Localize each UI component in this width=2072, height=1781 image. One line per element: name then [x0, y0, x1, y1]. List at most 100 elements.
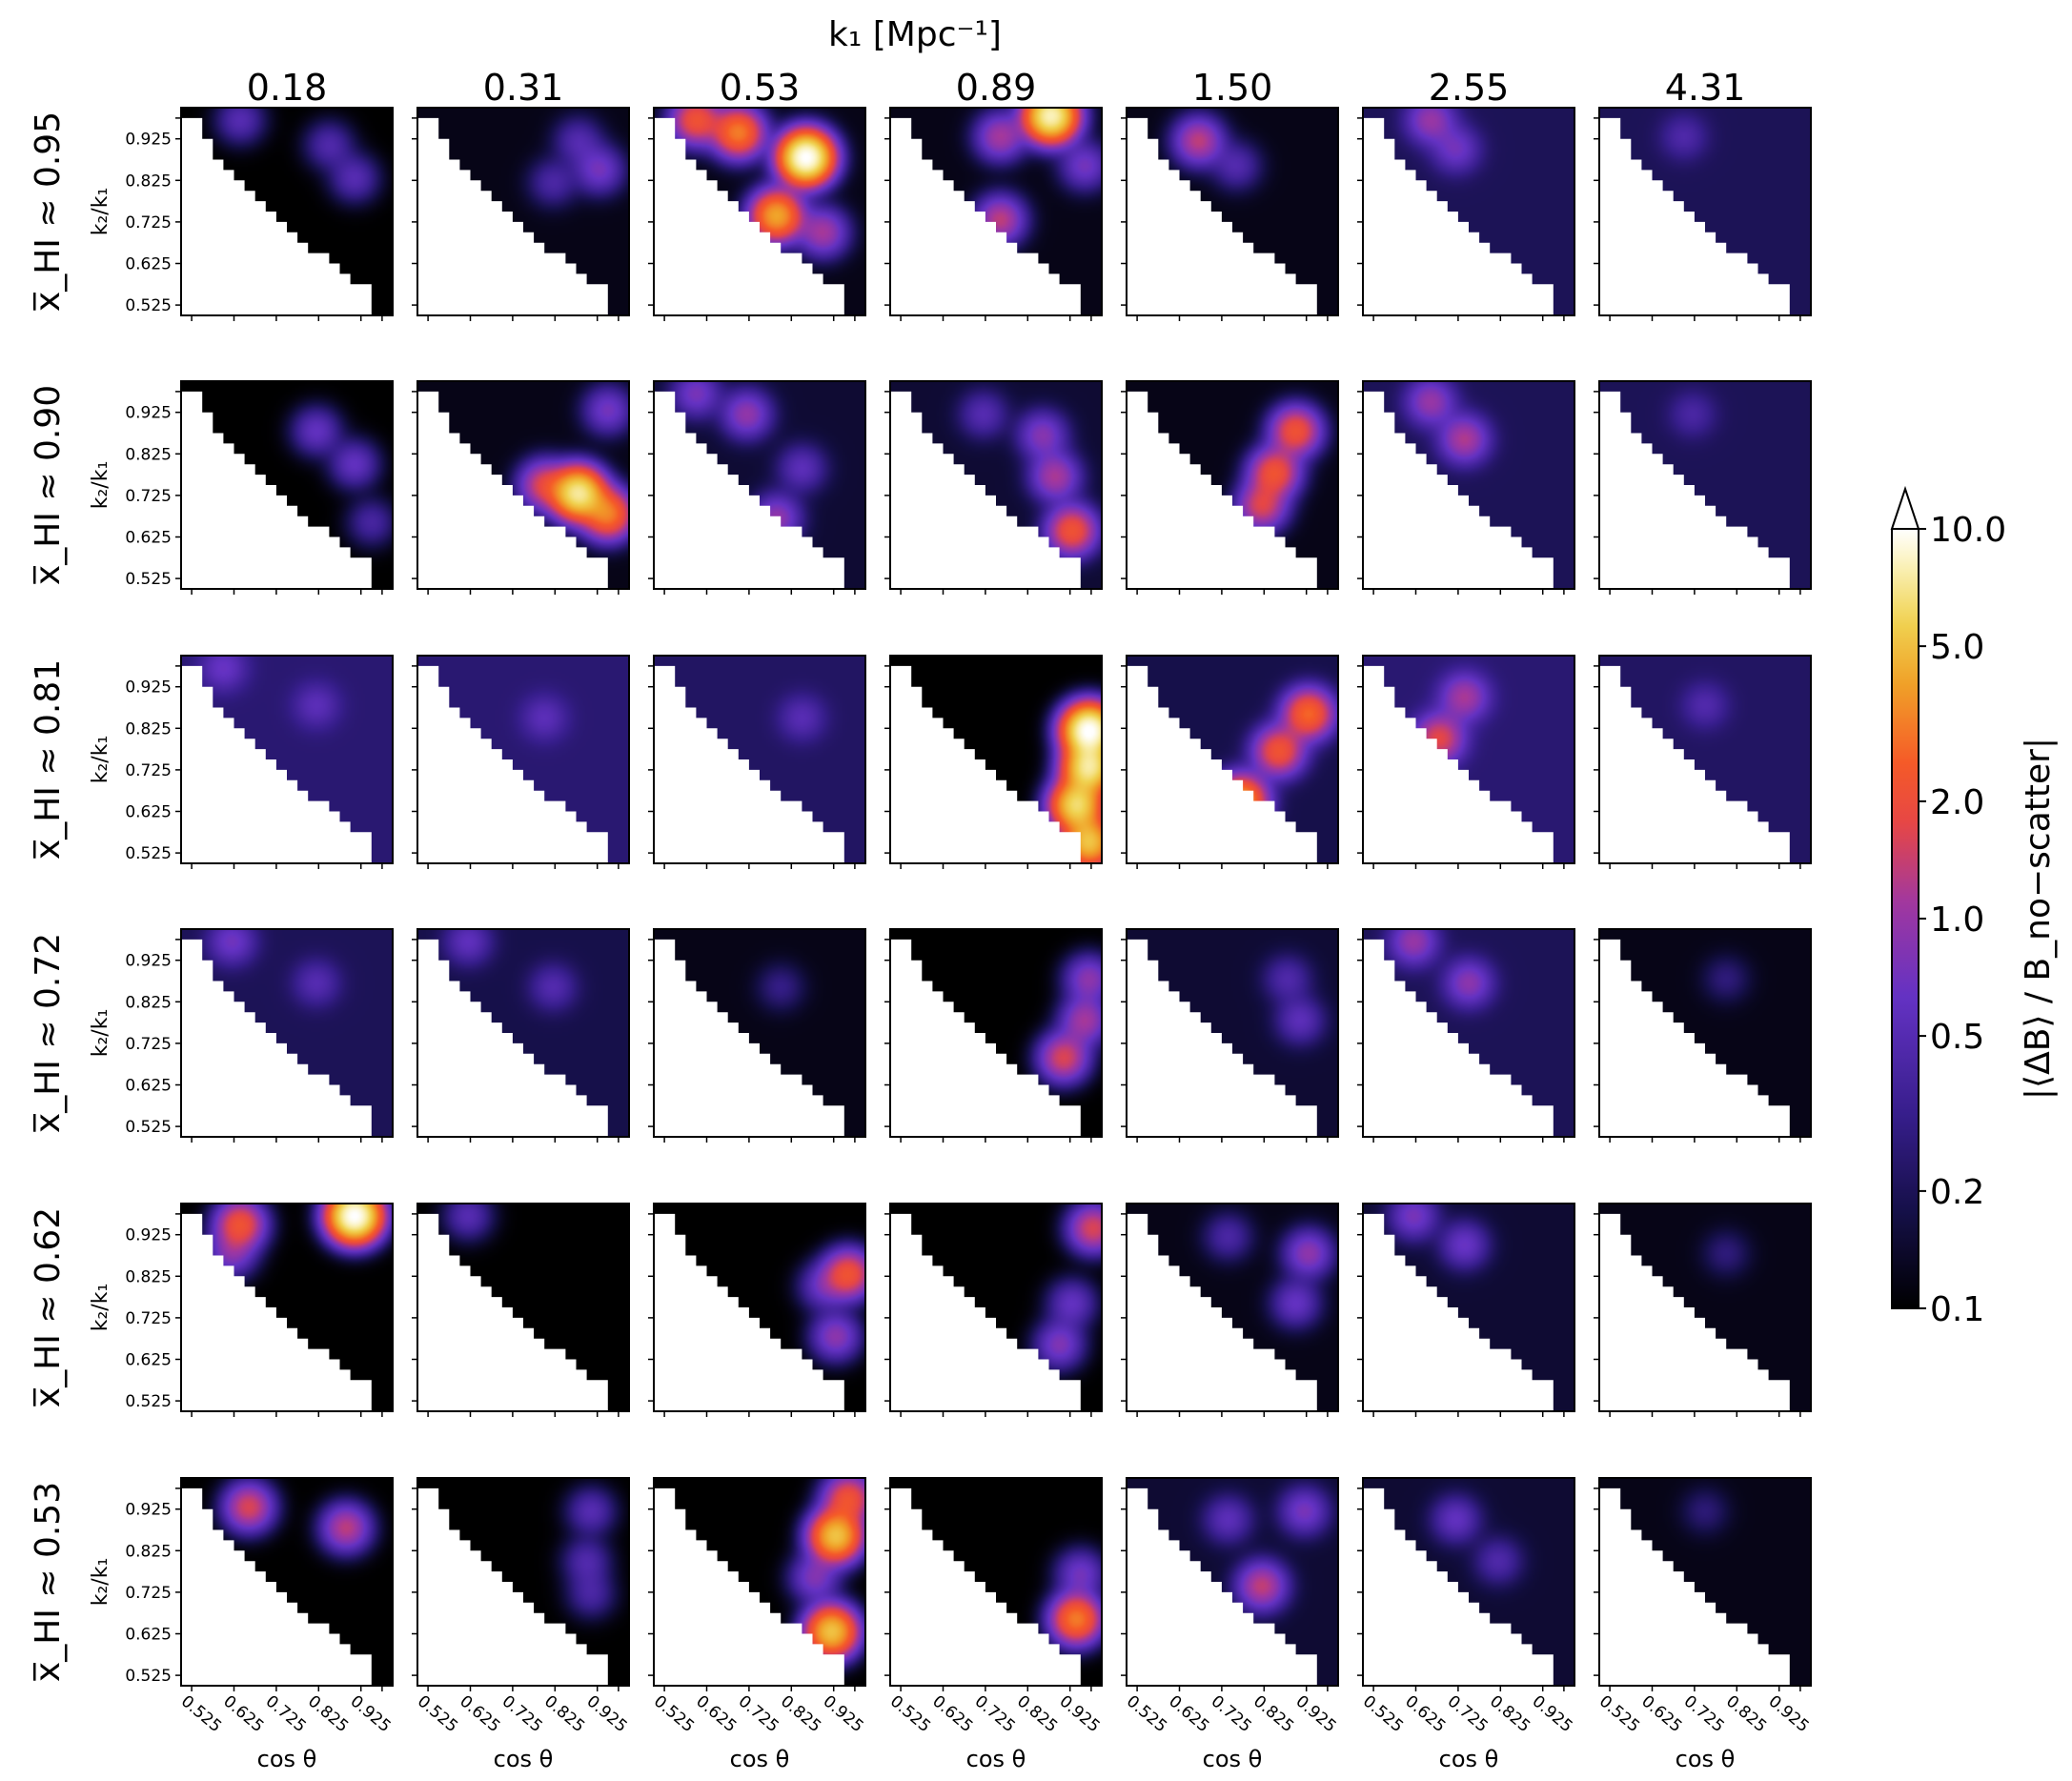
masked-region [1363, 1488, 1554, 1686]
heatmap-panel [1594, 1203, 1812, 1417]
panel-frame [1126, 928, 1339, 1138]
masked-region [417, 391, 608, 589]
masked-region [654, 1213, 844, 1411]
panel-frame [1126, 107, 1339, 316]
y-tick-label: 0.525 [125, 1667, 172, 1686]
panel-frame [653, 107, 866, 316]
heatmap-panel [1357, 928, 1575, 1143]
heatmap-panel [1594, 928, 1812, 1143]
masked-region [1599, 117, 1790, 315]
heatmap-panel [1121, 928, 1339, 1143]
y-tick-label: 0.925 [125, 404, 172, 423]
panel-frame [180, 107, 394, 316]
panel-frame [416, 1203, 630, 1412]
x-axis-label: cos θ [1203, 1746, 1263, 1772]
y-axis-label: k₂/k₁ [89, 736, 112, 784]
panel-frame [416, 380, 630, 590]
panel-frame [1126, 1477, 1339, 1687]
masked-region [417, 117, 608, 315]
masked-region [654, 1488, 844, 1686]
x-axis-label: cos θ [1439, 1746, 1499, 1772]
colorbar-tick-label: 5.0 [1930, 628, 1984, 667]
masked-region [181, 665, 372, 863]
x-tick-label: 0.925 [1055, 1692, 1103, 1737]
heatmap-panel [412, 380, 630, 595]
panel-frame [889, 1203, 1103, 1412]
panel-frame [180, 1477, 394, 1687]
x-tick-label: 0.725 [1208, 1692, 1255, 1737]
x-tick-label: 0.525 [177, 1692, 225, 1737]
x-tick-label: 0.925 [1528, 1692, 1575, 1737]
y-tick-label: 0.925 [125, 1501, 172, 1520]
colorbar-tick-label: 10.0 [1930, 511, 2006, 550]
panel-frame [1598, 928, 1812, 1138]
panel-frame [416, 928, 630, 1138]
masked-region [890, 939, 1081, 1137]
y-axis-label: k₂/k₁ [89, 1558, 112, 1607]
masked-region [181, 1213, 372, 1411]
colorbar-tick-label: 1.0 [1930, 901, 1984, 940]
colorbar-extend-arrow [1890, 485, 1920, 530]
heatmap-panel [884, 655, 1103, 869]
masked-region [890, 391, 1081, 589]
colorbar: 10.0 5.0 2.0 1.0 0.5 0.2 0.1 |⟨ΔB⟩ / B_no−scatt… [1890, 485, 2058, 1329]
heatmap-panel: 0.31 [412, 67, 630, 321]
column-label: 0.18 [247, 67, 328, 109]
top-title: k₁ [Mpc⁻¹] [828, 15, 1002, 54]
y-tick-label: 0.925 [125, 952, 172, 971]
y-tick-label: 0.825 [125, 1267, 172, 1286]
masked-region [1599, 391, 1790, 589]
heatmap-panel [1594, 380, 1812, 595]
masked-region [654, 939, 844, 1137]
masked-region [890, 117, 1081, 315]
masked-region [1363, 391, 1554, 589]
masked-region [1363, 665, 1554, 863]
x-tick-label: 0.925 [582, 1692, 630, 1737]
heatmap-panel [1121, 380, 1339, 595]
x-tick-label: 0.725 [262, 1692, 310, 1737]
panel-frame [1362, 1203, 1575, 1412]
panel-frame [180, 928, 394, 1138]
x-tick-label: 0.825 [1486, 1692, 1534, 1737]
x-tick-label: 0.525 [414, 1692, 461, 1737]
row-label: x̅_HI ≈ 0.90 [29, 385, 68, 585]
masked-region [1599, 1213, 1790, 1411]
y-tick-label: 0.825 [125, 719, 172, 739]
masked-region [654, 117, 844, 315]
panel-frame [1362, 1477, 1575, 1687]
heatmap-panel [412, 1203, 630, 1417]
masked-region [1363, 117, 1554, 315]
x-axis-label: cos θ [494, 1746, 554, 1772]
colorbar-tick-label: 0.5 [1930, 1018, 1984, 1057]
heatmap-panel: 0.89 [884, 67, 1103, 321]
heatmap-panel [1594, 655, 1812, 869]
y-tick-label: 0.725 [125, 1309, 172, 1328]
colorbar-gradient [1892, 529, 1919, 1308]
y-tick-label: 0.725 [125, 761, 172, 780]
x-tick-label: 0.625 [1165, 1692, 1212, 1737]
column-label: 0.53 [720, 67, 801, 109]
y-axis-label: k₂/k₁ [89, 461, 112, 510]
x-axis-label: cos θ [1676, 1746, 1736, 1772]
row-label: x̅_HI ≈ 0.53 [29, 1482, 68, 1682]
row-label: x̅_HI ≈ 0.62 [29, 1207, 68, 1407]
row-label: x̅_HI ≈ 0.72 [29, 933, 68, 1133]
column-label: 0.31 [483, 67, 564, 109]
panel-frame [1126, 1203, 1339, 1412]
masked-region [417, 1488, 608, 1686]
panel-frame [653, 1203, 866, 1412]
heatmap-panel [648, 380, 866, 595]
y-tick-label: 0.525 [125, 570, 172, 589]
masked-region [181, 391, 372, 589]
masked-region [1127, 939, 1317, 1137]
x-tick-label: 0.625 [928, 1692, 976, 1737]
panel-frame [416, 107, 630, 316]
heatmap-panel [412, 928, 630, 1143]
heatmap-panel [884, 380, 1103, 595]
